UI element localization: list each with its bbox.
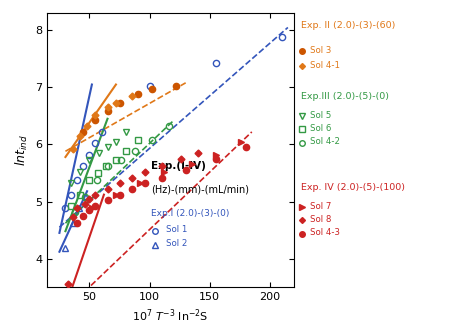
- Text: Sol 5: Sol 5: [310, 111, 332, 120]
- Text: Exp.III (2.0)-(5)-(0): Exp.III (2.0)-(5)-(0): [301, 92, 389, 101]
- Text: (Hz)-(mm)-(mL/min): (Hz)-(mm)-(mL/min): [151, 184, 249, 194]
- Text: Sol 4-1: Sol 4-1: [310, 61, 340, 70]
- Text: Sol 6: Sol 6: [310, 124, 332, 133]
- Text: Sol 7: Sol 7: [310, 202, 332, 211]
- Y-axis label: ln$t_{ind}$: ln$t_{ind}$: [14, 134, 30, 166]
- Text: Sol 3: Sol 3: [310, 46, 332, 55]
- Text: Exp. IV (2.0)-(5)-(100): Exp. IV (2.0)-(5)-(100): [301, 183, 405, 192]
- Text: Sol 4-3: Sol 4-3: [310, 228, 340, 238]
- Text: Sol 2: Sol 2: [166, 239, 187, 248]
- Text: Exp.(I-IV): Exp.(I-IV): [151, 161, 206, 171]
- Text: Sol 4-2: Sol 4-2: [310, 137, 340, 147]
- Text: Sol 8: Sol 8: [310, 215, 332, 224]
- Text: Exp.I (2.0)-(3)-(0): Exp.I (2.0)-(3)-(0): [151, 209, 229, 218]
- X-axis label: $10^7$ $T^{-3}$ ln$^{-2}$S: $10^7$ $T^{-3}$ ln$^{-2}$S: [132, 308, 209, 324]
- Text: Sol 1: Sol 1: [166, 225, 187, 234]
- Text: Exp. II (2.0)-(3)-(60): Exp. II (2.0)-(3)-(60): [301, 21, 395, 30]
